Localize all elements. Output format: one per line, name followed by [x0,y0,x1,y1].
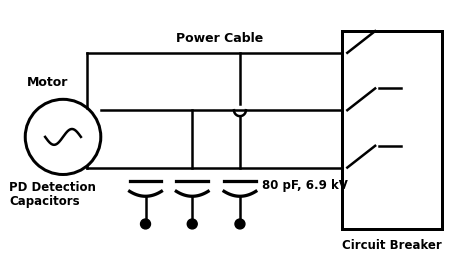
Circle shape [235,219,245,229]
Text: PD Detection: PD Detection [9,181,96,195]
Bar [342,31,442,229]
Text: Capacitors: Capacitors [9,195,80,208]
Text: Circuit Breaker: Circuit Breaker [342,239,442,252]
Circle shape [141,219,150,229]
Circle shape [187,219,197,229]
Text: 80 pF, 6.9 kV: 80 pF, 6.9 kV [262,179,348,192]
Text: Power Cable: Power Cable [176,32,264,45]
Text: Motor: Motor [27,76,69,89]
